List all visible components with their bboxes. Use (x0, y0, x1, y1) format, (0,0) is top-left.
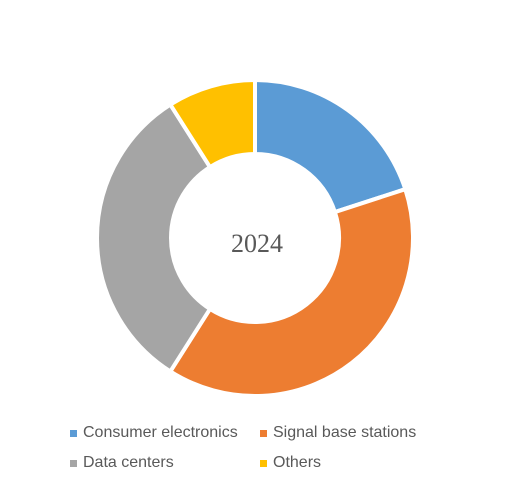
center-label: 2024 (231, 229, 283, 258)
donut-svg: 2024 (95, 77, 415, 398)
legend-swatch-consumer-electronics (70, 429, 77, 437)
legend-swatch-others (260, 459, 267, 467)
slices-group (95, 77, 415, 398)
slice-others (167, 77, 257, 170)
legend-item-others: Others (260, 454, 460, 472)
legend-label-others: Others (273, 454, 322, 471)
legend-item-signal-base-stations: Signal base stations (260, 424, 460, 442)
legend-label-data-centers: Data centers (83, 454, 174, 471)
slice-consumer-electronics (253, 77, 408, 215)
slice-signal-base-stations (167, 186, 415, 398)
slice-data-centers (95, 101, 213, 375)
legend-label-consumer-electronics: Consumer electronics (83, 424, 238, 441)
legend-swatch-data-centers (70, 459, 77, 467)
legend-swatch-signal-base-stations (260, 429, 267, 437)
legend-item-data-centers: Data centers (70, 454, 260, 472)
legend: Consumer electronics Signal base station… (70, 424, 490, 472)
legend-item-consumer-electronics: Consumer electronics (70, 424, 260, 442)
legend-label-signal-base-stations: Signal base stations (273, 424, 417, 441)
